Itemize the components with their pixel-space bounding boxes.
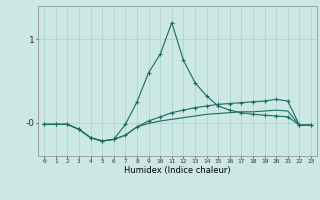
X-axis label: Humidex (Indice chaleur): Humidex (Indice chaleur) [124, 166, 231, 175]
